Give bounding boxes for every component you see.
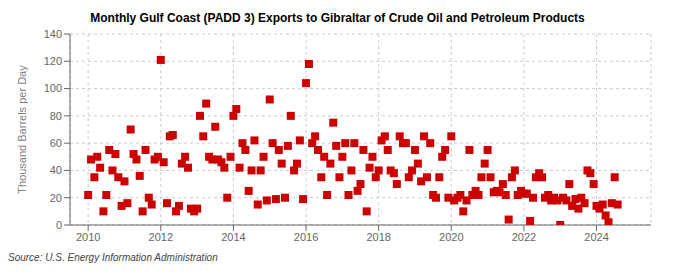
html-text:Source: U.S. Energy Informatio: Source: U.S. Energy Information Administ…: [8, 252, 218, 263]
svg-text:2010: 2010: [76, 231, 100, 243]
svg-text:100: 100: [44, 82, 62, 94]
svg-text:2014: 2014: [221, 231, 245, 243]
svg-text:2022: 2022: [512, 231, 536, 243]
svg-text:20: 20: [50, 192, 62, 204]
svg-text:2018: 2018: [366, 231, 390, 243]
svg-text:Thousand Barrels per Day: Thousand Barrels per Day: [16, 65, 28, 194]
svg-text:60: 60: [50, 137, 62, 149]
html-text:Monthly Gulf Coast (PADD 3) Ex: Monthly Gulf Coast (PADD 3) Exports to G…: [90, 11, 585, 25]
svg-text:0: 0: [56, 219, 62, 231]
svg-text:2020: 2020: [439, 231, 463, 243]
svg-text:80: 80: [50, 110, 62, 122]
svg-text:120: 120: [44, 55, 62, 67]
svg-text:2024: 2024: [584, 231, 608, 243]
svg-text:2016: 2016: [294, 231, 318, 243]
svg-text:2012: 2012: [149, 231, 173, 243]
svg-text:140: 140: [44, 28, 62, 40]
svg-text:40: 40: [50, 164, 62, 176]
